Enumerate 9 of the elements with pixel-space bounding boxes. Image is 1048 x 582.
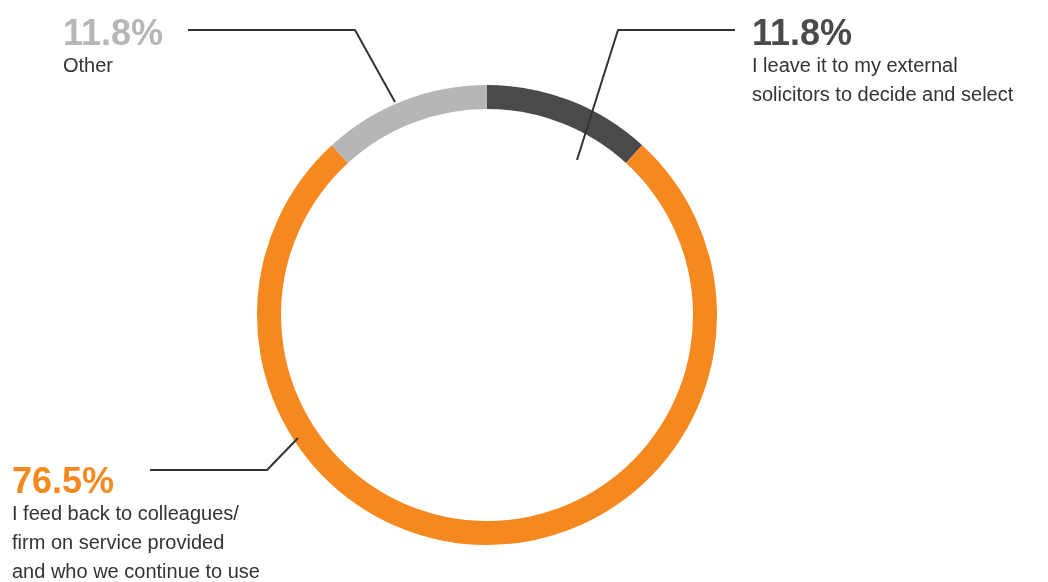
data-label: 11.8% bbox=[752, 12, 853, 53]
donut-slice bbox=[331, 85, 487, 163]
slice-label: I leave it to my external solicitors to decide and select bbox=[752, 54, 1014, 105]
donut-slice bbox=[257, 145, 717, 545]
data-label: 11.8% bbox=[63, 12, 164, 53]
data-label: 76.5% bbox=[12, 460, 115, 501]
slice-label: I feed back to colleagues/ firm on service provided and who we continue to use bbox=[12, 502, 260, 582]
slice-label: Other bbox=[63, 54, 114, 76]
donut-slice bbox=[487, 85, 643, 163]
